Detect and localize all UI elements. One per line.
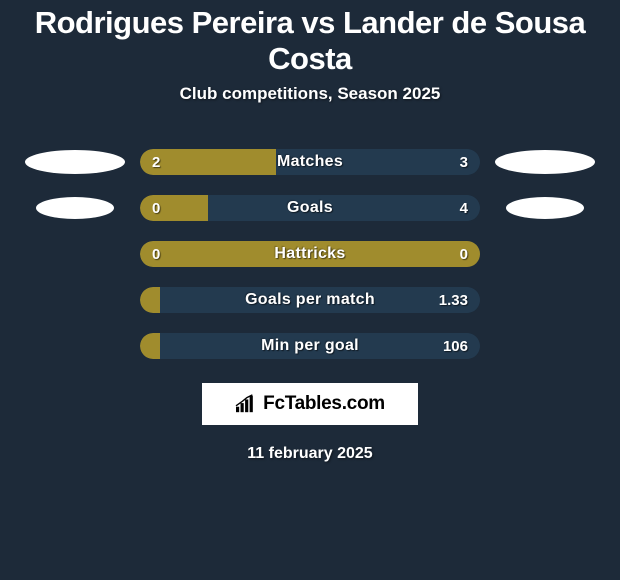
player1-slot [20,333,130,359]
stat-value-left: 0 [140,195,172,221]
stat-row: Goals0 4 [0,185,620,231]
player2-silhouette-icon [506,197,584,219]
comparison-widget: Rodrigues Pereira vs Lander de Sousa Cos… [0,0,620,463]
stat-label: Goals [140,195,480,221]
stat-value-left [140,333,164,359]
player1-slot [20,241,130,267]
stat-label: Matches [140,149,480,175]
stat-bar: Goals0 4 [140,195,480,221]
stat-row: Goals per match1.33 [0,277,620,323]
page-title: Rodrigues Pereira vs Lander de Sousa Cos… [0,0,620,84]
stat-value-right: 0 [448,241,480,267]
stat-label: Min per goal [140,333,480,359]
stat-value-right: 106 [431,333,480,359]
stat-bar: Min per goal106 [140,333,480,359]
subtitle: Club competitions, Season 2025 [0,84,620,104]
stat-value-right: 1.33 [427,287,480,313]
player2-slot [490,195,600,221]
stat-bar: Hattricks0 0 [140,241,480,267]
player1-silhouette-icon [36,197,114,219]
player1-slot [20,149,130,175]
branding-text: FcTables.com [263,393,385,415]
player1-silhouette-icon [25,150,125,174]
bar-chart-icon [235,394,257,414]
player2-slot [490,149,600,175]
stat-value-right: 4 [448,195,480,221]
stat-value-right: 3 [448,149,480,175]
player2-silhouette-icon [495,150,595,174]
player2-slot [490,333,600,359]
stat-bar: Goals per match1.33 [140,287,480,313]
stat-label: Hattricks [140,241,480,267]
stat-value-left: 0 [140,241,172,267]
player1-slot [20,287,130,313]
player1-slot [20,195,130,221]
stat-bar: Matches2 3 [140,149,480,175]
player2-slot [490,287,600,313]
date-label: 11 february 2025 [0,445,620,463]
stat-row: Matches2 3 [0,139,620,185]
stat-row: Min per goal106 [0,323,620,369]
branding-badge[interactable]: FcTables.com [202,383,418,425]
stats-list: Matches23Goals04Hattricks00Goals per mat… [0,139,620,369]
stat-row: Hattricks0 0 [0,231,620,277]
player2-slot [490,241,600,267]
stat-value-left: 2 [140,149,172,175]
stat-value-left [140,287,164,313]
